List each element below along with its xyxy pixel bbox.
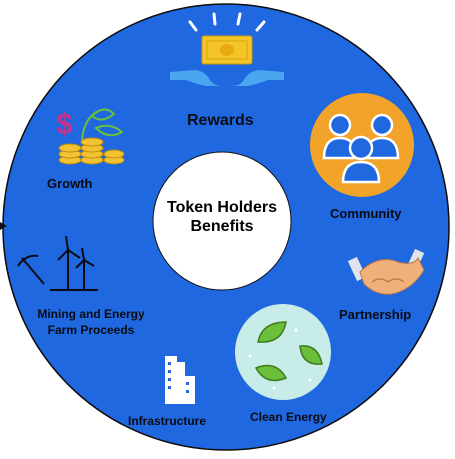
money-hands-icon xyxy=(170,12,284,86)
center-title-line1: Token Holders xyxy=(167,199,277,216)
building-icon xyxy=(165,356,195,404)
dollar-plant-coins-icon: $ xyxy=(56,108,125,165)
center-circle xyxy=(152,151,292,291)
arrow-marker xyxy=(0,222,7,230)
svg-text:$: $ xyxy=(56,108,73,141)
label-community: Community xyxy=(330,206,402,221)
label-mining-line2: Farm Proceeds xyxy=(47,323,135,337)
label-rewards: Rewards xyxy=(187,112,254,129)
center-title: Token Holders Benefits xyxy=(152,198,292,236)
label-infrastructure: Infrastructure xyxy=(128,414,207,428)
wind-turbine-icon xyxy=(17,235,98,291)
label-mining: Mining and Energy Farm Proceeds xyxy=(24,306,158,338)
handshake-icon xyxy=(347,248,425,295)
people-group-icon xyxy=(310,93,414,197)
leaves-icon xyxy=(235,304,331,400)
label-partnership: Partnership xyxy=(339,307,412,322)
center-title-line2: Benefits xyxy=(190,218,254,235)
label-mining-line1: Mining and Energy xyxy=(37,307,145,321)
label-clean-energy: Clean Energy xyxy=(250,410,327,424)
label-growth: Growth xyxy=(47,176,93,191)
